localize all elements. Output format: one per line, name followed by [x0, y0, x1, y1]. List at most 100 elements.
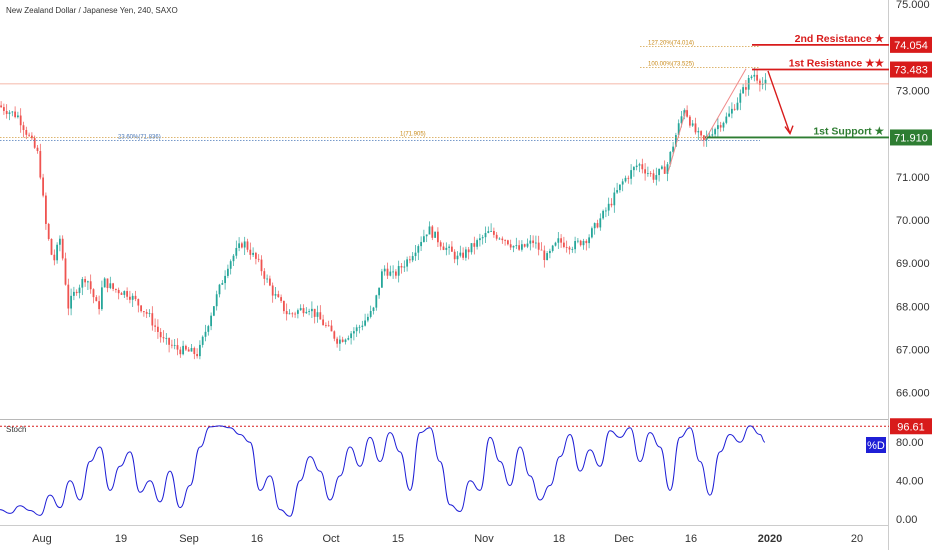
- candle-body: [171, 344, 173, 346]
- level-name-label: 1st Support ★: [813, 125, 884, 137]
- candle-body: [420, 241, 422, 247]
- candle-body: [453, 251, 456, 260]
- x-tick-label: 20: [851, 533, 863, 545]
- candle-body: [655, 175, 658, 180]
- stoch-legend-label: %D: [867, 440, 885, 452]
- candle-body: [409, 259, 411, 261]
- candle-body: [462, 252, 464, 258]
- candle-body: [67, 284, 70, 309]
- candle-body: [19, 115, 22, 126]
- candle-body: [215, 294, 218, 307]
- candle-body: [451, 246, 453, 252]
- candle-body: [484, 232, 487, 238]
- candle-body: [725, 116, 728, 123]
- candle-body: [333, 331, 336, 339]
- arrow-head: [784, 125, 794, 136]
- candle-body: [428, 226, 431, 235]
- candle-body: [120, 293, 123, 295]
- candle-body: [297, 310, 299, 314]
- candle-body: [162, 337, 165, 339]
- candle-body: [3, 107, 5, 111]
- candle-body: [157, 326, 159, 332]
- level-price-label: 73.483: [894, 65, 928, 77]
- candle-body: [143, 311, 145, 313]
- candle-body: [669, 151, 672, 165]
- candle-body: [131, 295, 134, 300]
- candle-body: [644, 169, 646, 174]
- candle-body: [476, 240, 478, 247]
- x-tick-label: 18: [553, 533, 565, 545]
- candle-body: [185, 345, 187, 350]
- candle-body: [39, 151, 42, 178]
- price-tick-label: 70.000: [896, 215, 930, 227]
- candle-body: [89, 281, 92, 290]
- candle-body: [151, 313, 154, 326]
- candle-body: [599, 218, 602, 228]
- candle-body: [344, 339, 347, 342]
- candle-body: [722, 122, 725, 128]
- candle-body: [694, 123, 697, 133]
- candle-body: [227, 268, 229, 276]
- candle-body: [336, 338, 338, 344]
- candle-body: [17, 115, 19, 118]
- candle-body: [521, 244, 523, 250]
- price-tick-label: 69.000: [896, 258, 930, 270]
- candle-body: [607, 203, 610, 211]
- stoch-title: Stoch: [6, 425, 26, 434]
- candle-body: [663, 166, 666, 174]
- candle-body: [308, 311, 310, 312]
- candle-body: [392, 271, 394, 273]
- candle-body: [106, 278, 109, 289]
- x-tick-label: 16: [685, 533, 697, 545]
- candle-body: [193, 348, 196, 355]
- candle-body: [753, 74, 756, 77]
- candle-body: [714, 129, 716, 135]
- candle-body: [243, 241, 246, 248]
- price-tick-label: 71.000: [896, 172, 930, 184]
- candle-body: [630, 170, 632, 179]
- candle-body: [479, 238, 481, 241]
- candle-body: [647, 173, 649, 174]
- candle-body: [75, 291, 78, 294]
- stoch-tick-label: 40.00: [896, 476, 924, 488]
- candle-body: [87, 281, 89, 283]
- candle-body: [134, 295, 137, 300]
- candle-body: [568, 247, 571, 250]
- projection-leg: [667, 109, 687, 173]
- candle-body: [201, 336, 204, 345]
- candle-body: [532, 240, 534, 244]
- candle-body: [549, 250, 551, 254]
- candle-body: [235, 247, 238, 256]
- candle-body: [577, 240, 579, 242]
- candle-body: [731, 108, 733, 114]
- candle-body: [84, 279, 86, 283]
- candle-body: [554, 242, 557, 246]
- candle-body: [299, 308, 302, 311]
- projection-leg: [704, 68, 747, 141]
- candle-body: [274, 294, 277, 296]
- candle-body: [25, 130, 28, 135]
- candle-body: [456, 255, 459, 260]
- candle-body: [717, 125, 719, 130]
- candle-body: [406, 259, 408, 267]
- x-tick-label: 16: [251, 533, 263, 545]
- candle-body: [691, 123, 694, 126]
- candle-body: [593, 223, 596, 229]
- x-tick-label: Sep: [179, 533, 199, 545]
- candle-body: [358, 326, 361, 328]
- candle-body: [14, 111, 16, 118]
- stoch-level-label: 96.61: [897, 421, 925, 433]
- candle-body: [283, 300, 285, 312]
- candle-body: [683, 110, 686, 117]
- candle-body: [165, 337, 168, 339]
- candle-body: [703, 135, 705, 140]
- candles-group: [0, 68, 767, 360]
- candle-body: [213, 306, 215, 316]
- candle-body: [129, 296, 131, 300]
- candle-body: [199, 344, 201, 357]
- candle-body: [145, 312, 148, 314]
- candle-body: [325, 325, 327, 326]
- candle-body: [529, 240, 532, 244]
